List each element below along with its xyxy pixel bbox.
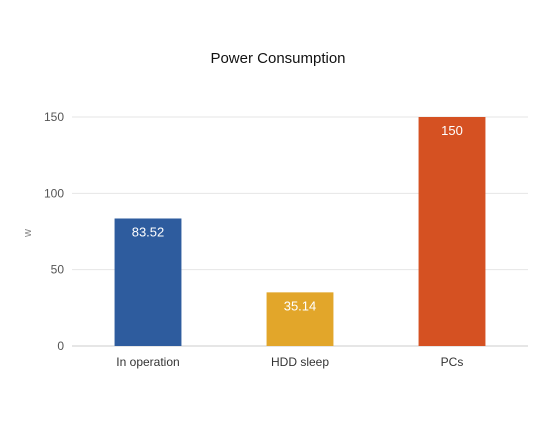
bars bbox=[114, 117, 486, 346]
bar bbox=[418, 117, 486, 346]
y-tick-label: 100 bbox=[44, 186, 64, 200]
y-tick-label: 50 bbox=[51, 263, 65, 277]
chart-title: Power Consumption bbox=[210, 50, 346, 67]
x-tick-label: HDD sleep bbox=[271, 355, 329, 369]
y-tick-label: 0 bbox=[57, 339, 64, 353]
x-tick-label: In operation bbox=[116, 355, 179, 369]
x-tick-label: PCs bbox=[441, 355, 464, 369]
labels: 0 50 100 150 83.52 In operation 35.14 HDD sleep… bbox=[44, 110, 463, 369]
data-label: 150 bbox=[441, 123, 463, 138]
bar bbox=[266, 292, 334, 346]
y-tick-label: 150 bbox=[44, 110, 64, 124]
bar bbox=[114, 218, 182, 346]
data-label: 83.52 bbox=[132, 224, 165, 239]
y-axis-label: w bbox=[22, 229, 34, 238]
data-label: 35.14 bbox=[284, 298, 317, 313]
